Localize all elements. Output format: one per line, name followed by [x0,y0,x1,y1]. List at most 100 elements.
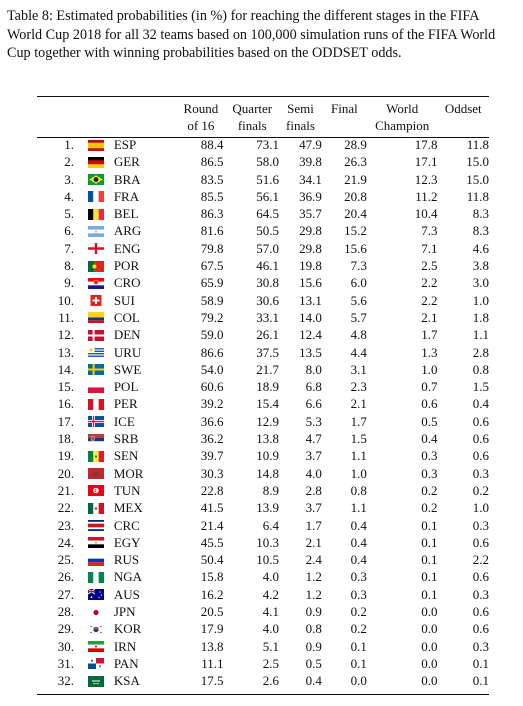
world-champion-value: 0.1 [421,569,438,585]
semi-finals-value: 19.8 [299,258,322,274]
oddset-value: 3.0 [472,275,489,291]
final-value: 20.4 [344,206,367,222]
table-row: 14. SWE 54.0 21.7 8.0 3.1 1.0 0.8 [37,361,489,378]
team-code: CRO [113,275,141,291]
den-flag-icon [87,329,104,341]
quarter-finals-value: 4.0 [262,621,280,637]
quarter-finals-value: 64.5 [256,206,280,222]
rank-cell: 21. [57,482,74,498]
team-code: AUS [113,586,140,602]
oddset-value: 0.6 [472,534,489,550]
table-row: 17. ICE 36.6 12.9 5.3 1.7 0.5 0.6 [37,413,489,430]
flag-cell [82,361,110,378]
mex-flag-icon [87,502,104,514]
rank-cell: 17. [57,413,74,429]
quarter-finals-value: 4.0 [262,569,280,585]
final-value: 1.5 [350,431,367,447]
crc-flag-icon [87,520,104,532]
team-code: RUS [113,552,140,568]
quarter-finals-value: 10.9 [256,448,280,464]
semi-finals-value: 6.6 [305,396,322,412]
semi-finals-value: 2.8 [305,482,322,498]
table-row: 29. KOR 17.9 4.0 0.8 0.2 0.0 0.6 [37,620,489,637]
rank-cell: 10. [57,292,74,308]
oddset-value: 0.6 [472,413,489,429]
round-of-16-value: 45.5 [200,534,224,550]
quarter-finals-value: 14.8 [256,465,280,481]
rank-cell: 6. [64,223,74,239]
sen-flag-icon [87,450,104,462]
semi-finals-value: 36.9 [299,188,322,204]
semi-finals-value: 0.5 [305,655,322,671]
oddset-value: 1.0 [472,500,489,516]
oddset-value: 0.8 [472,361,489,377]
semi-finals-value: 0.9 [305,604,322,620]
flag-cell [82,240,110,257]
round-of-16-value: 39.2 [200,396,224,412]
quarter-finals-value: 4.1 [262,604,280,620]
oddset-value: 2.8 [472,344,489,360]
oddset-value: 0.3 [472,638,489,654]
team-code: KOR [113,621,142,637]
final-value: 0.4 [350,517,367,533]
uru-flag-icon [87,347,104,359]
flag-cell [82,188,110,205]
table-row: 1. ESP 88.4 73.1 47.9 28.9 17.8 11.8 [37,136,489,153]
rank-cell: 12. [57,327,74,343]
oddset-value: 0.3 [472,586,489,602]
oddset-value: 0.6 [472,621,489,637]
semi-finals-value: 2.4 [305,552,322,568]
round-of-16-value: 81.6 [200,223,224,239]
oddset-value: 0.6 [472,569,489,585]
round-of-16-value: 50.4 [200,552,224,568]
quarter-finals-value: 57.0 [256,240,280,256]
rank-cell: 5. [64,206,74,222]
flag-cell [82,482,110,499]
team-code: BRA [113,171,141,187]
table-row: 26. NGA 15.8 4.0 1.2 0.3 0.1 0.6 [37,568,489,585]
oddset-value: 0.6 [472,431,489,447]
team-code: MEX [113,500,143,516]
final-value: 0.2 [350,604,367,620]
header-rule [37,137,489,138]
round-of-16-value: 11.1 [201,655,224,671]
round-of-16-value: 39.7 [200,448,224,464]
rank-cell: 7. [64,240,74,256]
world-champion-value: 11.2 [415,188,438,204]
round-of-16-value: 85.5 [200,188,224,204]
flag-cell [82,136,110,153]
flag-cell [82,344,110,361]
world-champion-value: 0.1 [421,517,438,533]
semi-finals-value: 14.0 [299,309,322,325]
eng-flag-icon [87,243,104,255]
round-of-16-value: 30.3 [200,465,224,481]
world-champion-value: 0.1 [421,534,438,550]
header-final: Final [331,101,358,116]
flag-cell [82,603,110,620]
world-champion-value: 17.1 [414,154,438,170]
world-champion-value: 10.4 [414,206,438,222]
oddset-value: 1.1 [472,327,489,343]
semi-finals-value: 0.4 [305,673,322,689]
oddset-value: 15.0 [466,154,489,170]
table-body: 1. ESP 88.4 73.1 47.9 28.9 17.8 11.8 2. GER 86.5 58… [37,136,489,690]
semi-finals-value: 5.3 [305,413,322,429]
oddset-value: 1.0 [472,292,489,308]
oddset-value: 1.8 [472,309,489,325]
quarter-finals-value: 30.6 [256,292,280,308]
semi-finals-value: 3.7 [305,448,322,464]
world-champion-value: 2.2 [421,292,438,308]
semi-finals-value: 13.5 [299,344,322,360]
round-of-16-value: 86.5 [200,154,224,170]
final-value: 2.1 [350,396,367,412]
rank-cell: 24. [57,534,74,550]
final-value: 0.2 [350,621,367,637]
round-of-16-value: 83.5 [200,171,224,187]
world-champion-value: 0.3 [421,465,438,481]
semi-finals-value: 3.7 [305,500,322,516]
oddset-value: 2.2 [472,552,489,568]
team-code: GER [113,154,140,170]
table-row: 8. POR 67.5 46.1 19.8 7.3 2.5 3.8 [37,257,489,274]
table-row: 4. FRA 85.5 56.1 36.9 20.8 11.2 11.8 [37,188,489,205]
team-code: DEN [113,327,141,343]
